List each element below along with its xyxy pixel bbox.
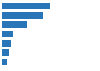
Bar <box>2 3 50 9</box>
Bar <box>2 40 10 47</box>
Bar <box>2 31 13 37</box>
Bar <box>2 49 9 56</box>
Bar <box>2 59 7 65</box>
Bar <box>2 12 43 19</box>
Bar <box>2 21 27 28</box>
